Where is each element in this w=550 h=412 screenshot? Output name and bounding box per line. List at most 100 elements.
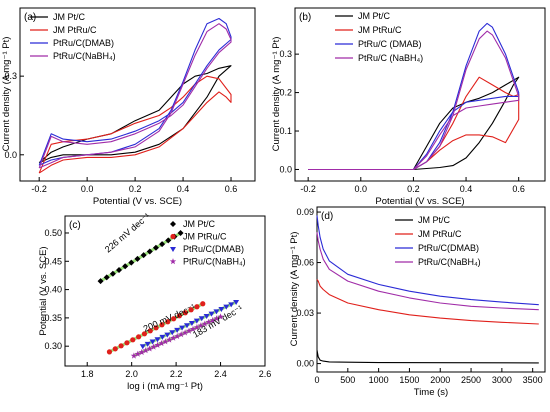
data-point [177,229,184,236]
x-tick-label: 0.0 [355,184,368,194]
data-point [141,331,148,337]
y-tick-label: 0.1 [279,126,292,136]
data-point [162,338,169,345]
panel-tag: (c) [69,220,81,231]
data-point [146,345,153,352]
data-point [124,340,130,346]
data-point [138,348,145,355]
series-line-3 [308,22,520,171]
x-tick-label: 1.8 [81,369,94,379]
panel-c: 1.8 2.0 2.2 2.4 2.6 0.30 0.35 0.40 0.45 0.50 log i… [38,211,271,392]
data-point [200,301,206,307]
data-point [176,313,183,319]
x-tick-label: 1500 [399,375,419,385]
legend-label: PtRu/C (DMAB) [358,39,422,49]
data-point [134,350,142,357]
data-point [213,315,220,322]
x-tick-label: 0.6 [512,184,525,194]
legend-label: JM PtRu/C [183,232,227,242]
x-tick-label: 0.2 [407,184,420,194]
panel-a: -0.2 0.0 0.2 0.4 0.6 0.0 0.3 Potential (V vs. S… [1,7,256,207]
panel-b: -0.2 0.0 0.2 0.4 0.6 0.0 0.1 0.2 0.3 Potential (V… [271,7,546,207]
legend-label: JM Pt/C [183,219,216,229]
x-tick-label: -0.2 [31,184,47,194]
legend-label: JM PtRu/C [53,25,97,35]
x-tick-label: 0.6 [225,184,238,194]
panel-tag: (b) [299,12,311,23]
data-point [106,349,113,355]
data-point [146,248,153,255]
data-point [152,244,159,251]
data-point [189,325,197,332]
y-tick-label: 0.45 [44,256,62,266]
data-point [164,332,171,338]
data-point [149,339,156,345]
x-axis-label: Potential (V vs. SCE) [375,196,464,207]
legend-label: JM Pt/C [358,11,391,21]
data-point [201,320,208,327]
series-line-4 [38,23,232,169]
data-point [198,316,205,322]
x-tick-label: 0 [314,375,319,385]
data-point [233,300,240,306]
data-point [205,318,212,325]
data-point [130,352,138,359]
data-point [228,302,235,308]
data-point [154,337,161,343]
data-point [183,323,190,329]
data-point [179,325,186,331]
legend-label: PtRu/C(NaBH₄) [183,257,246,267]
y-tick-label: 0.03 [296,308,314,318]
legend-marker [170,221,176,227]
data-point [134,255,141,262]
data-point [169,330,176,336]
data-point [109,270,116,277]
data-point [128,259,135,266]
data-point [171,316,177,322]
data-point [140,252,147,259]
x-tick-label: 3000 [492,375,512,385]
data-point [97,278,104,285]
series-line-2 [38,75,232,174]
y-tick-label: 0.3 [279,49,292,59]
y-tick-label: 0.2 [279,88,292,98]
series-line-1 [316,350,539,364]
data-point [122,263,129,270]
data-point [147,328,153,334]
panel-d: 0 500 1000 1500 2000 2500 3000 3500 0.00 0.03 0.06… [289,206,546,398]
data-point [217,313,224,320]
x-tick-label: 0.4 [460,184,473,194]
data-point [159,241,166,248]
data-point [154,341,161,348]
series-line-1 [38,65,232,164]
series-line-4 [316,232,539,311]
y-tick-label: 0.40 [44,285,62,295]
y-axis-label: Current density (A mg⁻¹ Pt) [1,37,12,152]
data-point [194,304,200,310]
legend-label: JM PtRu/C [418,229,462,239]
x-tick-label: 0.4 [177,184,190,194]
y-axis-label: Current density (A mg⁻¹ Pt) [289,232,300,347]
data-point [159,334,166,340]
y-tick-label: 0.3 [4,71,17,81]
data-point [170,334,177,341]
legend-label: JM Pt/C [418,215,451,225]
data-point [213,309,220,315]
series-line-2 [316,279,539,325]
legend-label: JM PtRu/C [358,25,402,35]
x-axis-label: log i (mA mg⁻¹ Pt) [127,381,203,392]
panel-tag: (d) [321,211,333,222]
y-tick-label: 0.30 [44,341,62,351]
data-point [181,329,189,336]
series-line-3 [316,215,539,306]
y-tick-label: 0.0 [4,150,17,160]
data-point [174,327,181,333]
y-tick-label: 0.35 [44,313,62,323]
data-point [174,332,181,339]
legend-marker [169,258,177,265]
x-tick-label: 2000 [430,375,450,385]
data-point [165,319,171,325]
x-axis-label: Time (s) [414,387,448,398]
x-tick-label: 2500 [461,375,481,385]
